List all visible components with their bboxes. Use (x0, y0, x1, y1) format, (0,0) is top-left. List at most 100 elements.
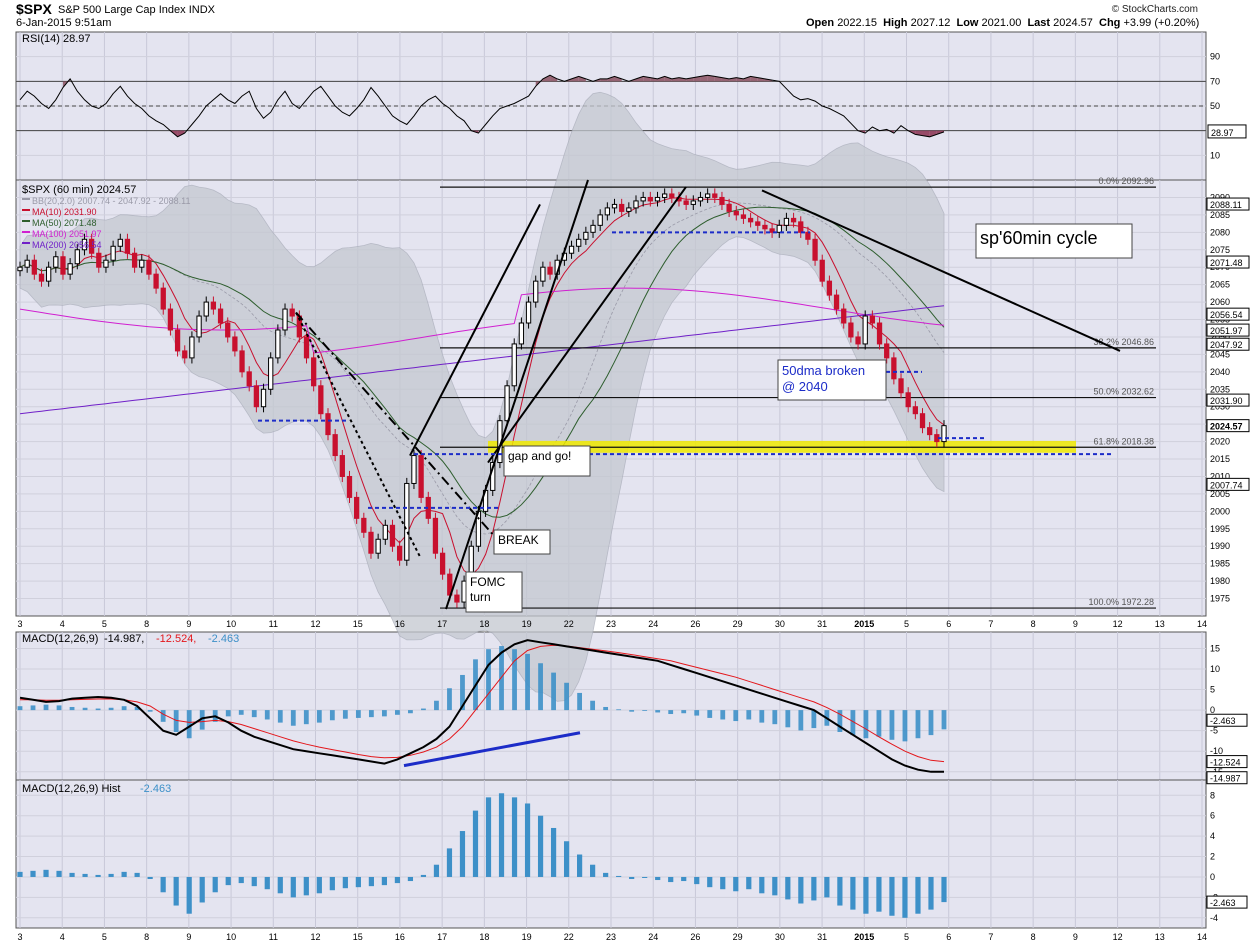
macd-legend-entry: -14.987, (104, 633, 144, 645)
hist-bar (251, 876, 257, 887)
candle-body (719, 196, 725, 205)
price-x-label: 14 (1197, 619, 1207, 629)
hist-bar (355, 876, 361, 888)
candle-body (604, 207, 610, 216)
candle-body (633, 200, 639, 209)
ma50-line (19, 206, 945, 518)
hist-bar (381, 876, 387, 886)
macd-right-box (1206, 713, 1248, 727)
macd-hist-bar (264, 710, 270, 720)
hist-x-label: 4 (60, 932, 65, 942)
macd-hist-bar (460, 674, 465, 711)
candle-body (146, 259, 152, 275)
hist-x-label: 12 (1113, 932, 1123, 942)
candle-body (912, 406, 918, 415)
candle-body (819, 259, 825, 282)
price-tick-label: 2020 (1210, 437, 1230, 447)
candle-body (568, 245, 575, 254)
hist-bar (850, 876, 856, 910)
macd-legend-entry: -2.463 (208, 633, 239, 645)
macd-hist-bar (759, 710, 765, 723)
price-tick-label: 2085 (1210, 210, 1230, 220)
macd-signal-line (20, 644, 945, 763)
gap-note-text: gap and go! (508, 449, 571, 463)
rsi-tick-label: 10 (1210, 150, 1220, 160)
macd-hist-bar (603, 706, 609, 711)
dma-note-box (777, 359, 887, 401)
candle-body (117, 238, 123, 247)
change-value: +3.99 (+0.20%) (1123, 17, 1200, 29)
macd-hist-bar (850, 710, 856, 736)
candle-body (626, 207, 632, 212)
candle-body (755, 221, 761, 226)
candle-body (332, 434, 338, 457)
candle-body (533, 280, 539, 303)
candle-body (697, 196, 704, 202)
price-tick-label: 1990 (1210, 541, 1230, 551)
price-right-box (1206, 197, 1250, 211)
hist-bar (590, 864, 596, 877)
copyright-notice[interactable]: © StockCharts.com (1111, 4, 1198, 15)
rsi-overbought-fill (707, 75, 715, 82)
candle-body (769, 228, 775, 233)
hist-bar (928, 876, 934, 910)
hist-bar (108, 873, 114, 877)
hist-bar (407, 876, 414, 882)
hist-x-label: 23 (606, 932, 616, 942)
hist-x-label: 31 (817, 932, 827, 942)
hist-bar (95, 874, 101, 877)
hist-right-box (1206, 895, 1248, 909)
candle-body (511, 343, 517, 387)
hist-bar (563, 841, 570, 877)
macd-hist-bar (577, 692, 583, 711)
price-x-label: 9 (186, 619, 191, 629)
candle-body (24, 259, 30, 268)
hist-tick-label: 8 (1210, 790, 1215, 800)
rsi-overbought-fill (578, 76, 586, 82)
candle-body (525, 301, 532, 324)
candle-body (683, 200, 689, 205)
hist-x-label: 17 (437, 932, 447, 942)
quote-date: 6-Jan-2015 9:51am (16, 17, 112, 29)
channel-lower-line (487, 186, 687, 464)
price-right-box (1206, 337, 1250, 351)
ma200-line (19, 305, 945, 415)
candle-body (884, 343, 890, 359)
hist-bar (668, 876, 674, 883)
price-right-box (1206, 323, 1250, 337)
candle-body (841, 308, 847, 324)
hist-bar (707, 876, 713, 888)
macd-tick-label: -5 (1210, 726, 1218, 736)
hist-bar (642, 876, 648, 878)
candle-body (662, 193, 668, 198)
symbol-title[interactable]: $SPX (16, 1, 52, 17)
rsi-last-box (1207, 124, 1247, 139)
macd-hist-bar (863, 710, 869, 739)
candle-body (81, 238, 88, 251)
candle-body (869, 315, 876, 324)
macd-hist-bar (499, 646, 504, 711)
candle-body (275, 329, 281, 359)
candle-body (253, 385, 260, 408)
hist-bar (368, 876, 374, 887)
candle-body (268, 357, 274, 390)
hist-bar (277, 876, 283, 894)
candle-body (182, 350, 188, 359)
rsi-overbought-fill (700, 75, 708, 82)
macd-line (19, 639, 945, 773)
candle-body (382, 524, 388, 540)
hist-bar (681, 876, 687, 882)
candle-body (375, 538, 381, 554)
hist-x-label: 5 (102, 932, 107, 942)
candle-body (833, 294, 840, 310)
candle-body (167, 308, 174, 331)
macd-hist-bar (199, 710, 205, 730)
hist-bar (329, 876, 335, 891)
macd-hist-bar (941, 710, 947, 730)
macd-hist-bar (707, 710, 713, 718)
hist-x-label: 22 (564, 932, 574, 942)
price-tick-label: 1985 (1210, 559, 1230, 569)
hist-x-label: 8 (1031, 932, 1036, 942)
candle-body (225, 322, 231, 338)
macd-hist-bar (108, 707, 114, 711)
